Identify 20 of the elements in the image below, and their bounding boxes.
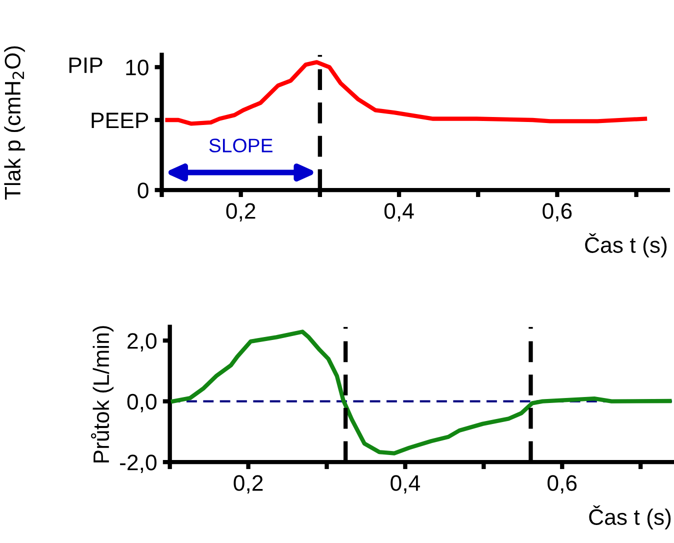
text: PIP [69, 58, 102, 73]
x-tick-label: 0,4 [390, 475, 420, 494]
y-tick-label: 0 [138, 182, 148, 198]
y-tick-label: 2,0 [128, 333, 156, 352]
x-axis-title: Čas t (s) [589, 505, 671, 530]
line-series [170, 330, 672, 456]
x-tick-label: 0,6 [542, 203, 572, 222]
x-axis-title: Čas t (s) [585, 233, 667, 258]
y-tick-label: PEEP [92, 112, 148, 128]
y-tick-label: 0,0 [127, 394, 156, 412]
annotation: SLOPE [209, 138, 272, 152]
y-axis-title: Průtok (L/min) [90, 326, 114, 462]
x-tick-label: 0,4 [384, 203, 414, 222]
x-tick-label: 0,2 [226, 203, 256, 222]
y-tick-label: 10 [126, 60, 148, 76]
y-axis-title: Tlak p (cmH$_{2}$O) [4, 46, 25, 200]
x-tick-label: 0,2 [234, 475, 263, 494]
x-tick-label: 0,6 [548, 475, 577, 494]
line-series [165, 60, 648, 126]
y-tick-label: -2,0 [120, 454, 156, 473]
